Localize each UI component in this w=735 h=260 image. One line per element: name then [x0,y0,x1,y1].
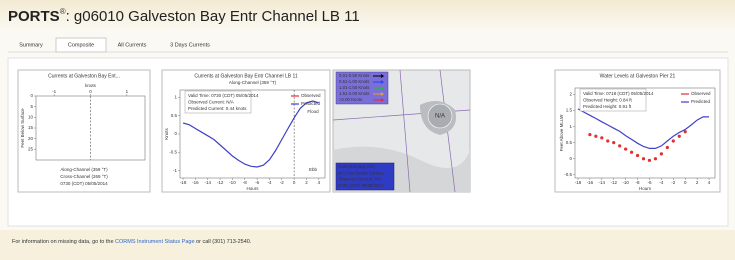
map-info-line: N/A Feet Below Surface [338,170,384,175]
y-tick-label: 15 [28,125,34,130]
profile-time: 0730 (CDT) 05/05/2014 [60,181,108,186]
brand: PORTS [8,8,60,25]
data-point [618,144,621,147]
map-info-line: 0730 (CDT) 05/05/2014 [338,183,384,188]
map-site-label: N/A [435,114,445,120]
data-point [666,146,669,149]
data-point [612,141,615,144]
legend-entry: Observed [301,93,321,98]
x-tick-label: -10 [229,180,236,185]
data-point [672,139,675,142]
x-tick-label: -16 [192,180,199,185]
x-tick-label: -12 [610,180,617,185]
legend-entry: Predicted [301,101,321,106]
station: : g06010 Galveston Bay Entr Channel LB 1… [66,8,360,25]
x-tick-label: -10 [622,180,629,185]
screen: PORTS®: g06010 Galveston Bay Entr Channe… [0,0,735,260]
data-point [636,154,639,157]
info-line: Valid Time: 0718 (CDT) 05/05/2014 [583,91,654,96]
x-tick-label: -2 [280,180,284,185]
chart-title: Water Levels at Galveston Pier 21 [600,73,676,79]
data-point [594,135,597,138]
x-tick-label: -4 [659,180,663,185]
y-tick-label: 10 [28,115,34,120]
x-tick-label: -16 [587,180,594,185]
y-tick-label: -0.5 [169,150,177,155]
legend-entry: Cross-Channel (269 °T) [60,174,108,179]
y-tick-label: 0.5 [171,113,178,118]
data-point [648,159,651,162]
x-tick-label: -18 [575,180,582,185]
y-tick-label: -0.5 [564,172,572,177]
x-tick-label: -12 [217,180,224,185]
annotation: Ebb [309,167,318,172]
map-legend-label: 0.01-0.50 Knots [339,73,369,78]
data-point [642,157,645,160]
y-tick-label: 1.5 [566,108,573,113]
x-tick-label: -6 [255,180,259,185]
chart-subtitle: Along-Channel (359 °T) [229,80,277,85]
chart-panel [162,70,330,192]
y-tick-label: 0.5 [566,140,573,145]
info-line: Predicted Current: 0.44 knots [188,106,247,111]
y-axis-label: Feet Above MLLW [559,114,564,151]
data-point [588,133,591,136]
footer-before: For information on missing data, go to t… [12,239,115,245]
chart-title: Currents at Galveston Bay Entr Channel L… [194,73,298,79]
legend-entry: Along-Channel (359 °T) [60,167,108,172]
info-line: Observed Height: 0.84 ft [583,98,633,103]
chart-title: Currents at Galveston Bay Ent... [48,73,120,79]
page: PORTS®: g06010 Galveston Bay Entr Channe… [0,0,735,260]
x-tick-label: -8 [243,180,247,185]
y-tick-label: 25 [28,147,34,152]
data-point [600,136,603,139]
data-point [654,157,657,160]
tab[interactable]: Summary [19,42,43,48]
footer-text: For information on missing data, go to t… [12,239,252,245]
x-tick-label: -18 [180,180,187,185]
x-tick-label: -1 [52,89,56,94]
x-tick-label: -4 [267,180,271,185]
data-point [630,151,633,154]
data-point [624,147,627,150]
tab[interactable]: All Currents [118,42,147,48]
map-legend-label: >2.00 Knots [339,97,362,102]
x-tick-label: -8 [636,180,640,185]
x-tick-label: -6 [647,180,651,185]
legend-entry: Predicted [691,99,711,104]
footer-link[interactable]: CORMS Instrument Status Page [115,239,194,245]
info-line: Observed Current: N/A [188,100,234,105]
data-point [678,135,681,138]
x-axis-label: knots [85,83,97,88]
x-tick-label: -14 [599,180,606,185]
legend-entry: Observed [691,91,711,96]
x-axis-label: Hours [639,186,652,191]
y-axis-label: Knots [164,128,169,140]
y-tick-label: 20 [28,136,34,141]
info-line: Valid Time: 0730 (CDT) 05/05/2014 [188,93,259,98]
tab[interactable]: 3 Days Currents [170,42,210,48]
data-point [660,152,663,155]
map-legend-label: 0.51-1.00 Knots [339,79,369,84]
map-info-line: Galveston Bay Entr [338,164,376,169]
x-tick-label: -14 [205,180,212,185]
x-tick-label: -2 [671,180,675,185]
map: 0.01-0.50 Knots0.51-1.00 Knots1.01-1.50 … [333,70,470,192]
map-legend-label: 1.51-2.00 Knots [339,91,369,96]
chart-panel [555,70,720,192]
annotation: Flood [307,109,319,114]
y-tick-label: -1 [173,168,177,173]
x-axis-label: Hours [246,186,259,191]
y-axis-label: Feet Below Surface [20,108,25,148]
footer-after: or call (301) 713-2540. [195,239,252,245]
tab[interactable]: Composite [68,42,94,48]
map-info-line: Observed Current: N/A [338,177,382,182]
data-point [606,139,609,142]
info-line: Predicted Height: 0.91 ft [583,104,632,109]
map-legend-label: 1.01-1.50 Knots [339,85,369,90]
